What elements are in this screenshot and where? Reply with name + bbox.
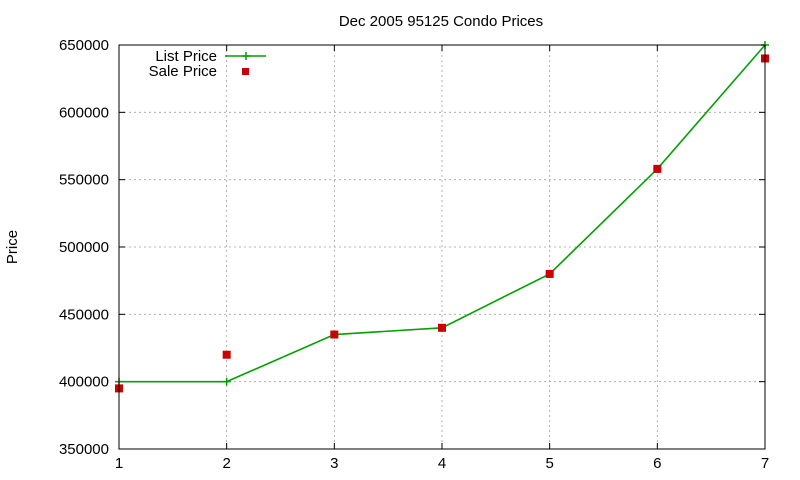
x-tick-label: 5 <box>545 455 553 472</box>
legend-marker-list-price <box>242 52 250 60</box>
plot-frame <box>118 44 766 450</box>
sale-price-point <box>653 164 662 173</box>
y-tick-label: 550000 <box>59 172 109 189</box>
x-tick-label: 7 <box>761 455 769 472</box>
x-tick-label: 2 <box>222 455 230 472</box>
y-tick-label: 400000 <box>59 374 109 391</box>
y-tick-label: 500000 <box>59 239 109 256</box>
sale-price-point <box>330 330 339 339</box>
legend-label-list-price: List Price <box>155 48 217 65</box>
sale-price-point <box>438 323 446 332</box>
y-tick-label: 600000 <box>59 104 109 121</box>
sale-price-point <box>545 269 554 278</box>
legend: List Price Sale Price <box>149 48 266 80</box>
x-tick-label: 4 <box>438 455 446 472</box>
sale-price-point <box>222 350 231 359</box>
legend-label-sale-price: Sale Price <box>149 63 217 80</box>
x-tick-label: 6 <box>653 455 661 472</box>
y-axis-label: Price <box>4 230 21 264</box>
legend-plus-icon <box>242 52 250 60</box>
chart-title: Dec 2005 95125 Condo Prices <box>339 13 543 30</box>
y-tick-label: 450000 <box>59 306 109 323</box>
y-tick-label: 350000 <box>59 441 109 458</box>
y-tick-label: 650000 <box>59 37 109 54</box>
x-tick-label: 3 <box>330 455 338 472</box>
x-tick-label: 1 <box>115 455 123 472</box>
list-price-point <box>222 377 231 386</box>
legend-marker-sale-price <box>242 68 249 75</box>
tick-labels: 1 2 3 4 5 6 7 350000 400000 450000 500000 550000 600… <box>59 37 769 472</box>
grid <box>119 45 765 449</box>
